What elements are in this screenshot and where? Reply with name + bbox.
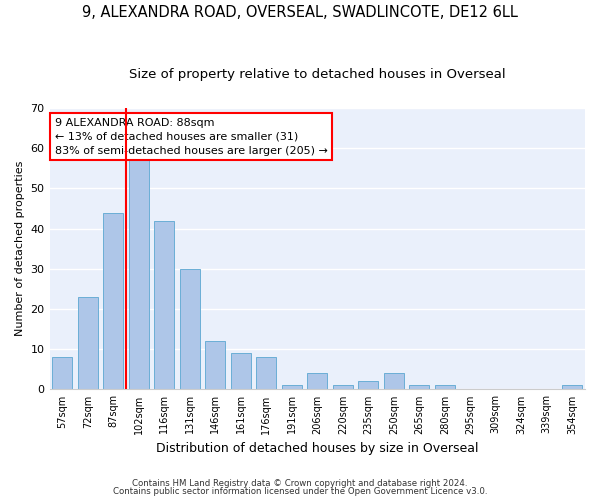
- Bar: [332, 386, 353, 390]
- Bar: [103, 212, 124, 390]
- Bar: [256, 358, 277, 390]
- Bar: [409, 386, 430, 390]
- Bar: [52, 358, 73, 390]
- Text: 9 ALEXANDRA ROAD: 88sqm
← 13% of detached houses are smaller (31)
83% of semi-de: 9 ALEXANDRA ROAD: 88sqm ← 13% of detache…: [55, 118, 328, 156]
- Bar: [307, 374, 328, 390]
- Text: Contains HM Land Registry data © Crown copyright and database right 2024.: Contains HM Land Registry data © Crown c…: [132, 478, 468, 488]
- Bar: [383, 374, 404, 390]
- Text: Contains public sector information licensed under the Open Government Licence v3: Contains public sector information licen…: [113, 487, 487, 496]
- Title: Size of property relative to detached houses in Overseal: Size of property relative to detached ho…: [129, 68, 506, 80]
- Bar: [154, 220, 175, 390]
- Bar: [205, 341, 226, 390]
- Bar: [179, 269, 200, 390]
- Bar: [281, 386, 302, 390]
- X-axis label: Distribution of detached houses by size in Overseal: Distribution of detached houses by size …: [156, 442, 479, 455]
- Bar: [128, 156, 149, 390]
- Bar: [230, 354, 251, 390]
- Bar: [77, 297, 98, 390]
- Bar: [434, 386, 455, 390]
- Text: 9, ALEXANDRA ROAD, OVERSEAL, SWADLINCOTE, DE12 6LL: 9, ALEXANDRA ROAD, OVERSEAL, SWADLINCOTE…: [82, 5, 518, 20]
- Bar: [358, 382, 379, 390]
- Bar: [562, 386, 583, 390]
- Y-axis label: Number of detached properties: Number of detached properties: [15, 161, 25, 336]
